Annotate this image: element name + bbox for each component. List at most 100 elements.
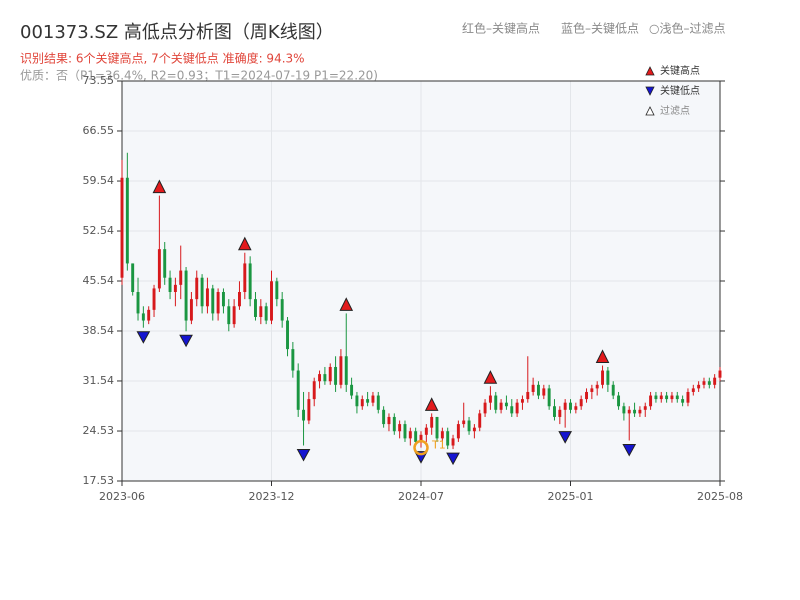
candle-body [451,438,455,446]
candle-body [382,409,386,425]
candle-body [189,299,193,321]
candle-body [334,366,338,385]
candle-body [270,281,273,321]
subtitle: 识别结果: 6个关键高点, 7个关键低点 准确度: 94.3% [20,51,305,66]
y-tick-label: 59.54 [83,174,115,187]
candle-body [675,395,679,400]
annotation-label: T1 [431,439,446,452]
candle-body [275,281,279,300]
candle-body [553,406,556,417]
y-tick-label: 24.53 [83,424,115,437]
candle-body [499,402,503,410]
candle-body [312,381,316,400]
annotation-circle [413,439,429,456]
candle-body [611,384,615,396]
candle-body [403,424,407,439]
x-tick-label: 2023-06 [99,490,145,503]
candle-body [456,424,460,439]
candle-body [168,277,172,292]
candle-body [163,249,167,278]
candle-body [526,391,530,400]
candle-body [707,381,711,385]
quality-note: 优质：否（P1=36.4%, R2=0.93；T1=2024-07-19 P1=… [20,69,378,83]
candle-body [141,313,145,321]
candle-body [318,374,322,382]
candle-body [627,409,631,414]
y-tick-label: 17.53 [83,474,115,487]
candle-body [323,374,327,382]
candle-body [649,395,653,407]
legend-symbol [645,106,655,116]
candle-body [131,263,135,292]
x-tick-label: 2023-12 [249,490,295,503]
candle-body [307,399,311,421]
candle-body [446,431,450,446]
candle-body [542,388,546,396]
candle-body [248,263,252,300]
candle-body [478,413,482,428]
legend-symbol [645,66,655,76]
candle-body [691,388,695,392]
key-point-marker [339,297,354,311]
candle-body [195,277,199,300]
candle-body [440,431,444,439]
candle-body [638,409,642,414]
key-point-marker [179,334,193,348]
candle-body [617,395,621,407]
candle-body [574,406,578,410]
candle-body [339,356,343,385]
legend-note: 蓝色–关键低点 [561,22,639,36]
candle-body [579,399,583,407]
legend-symbol [645,86,655,96]
candle-body [504,402,508,407]
legend-label: 关键高点 [660,64,700,77]
candle-body [467,420,471,432]
candle-body [227,306,231,325]
y-tick-label: 31.54 [83,374,115,387]
candle-body [200,277,204,307]
candle-body [328,366,332,382]
candle-body [179,270,183,285]
candle-body [205,288,209,307]
candle-body [606,370,610,385]
candle-body [398,424,402,432]
key-point-marker [483,370,498,384]
candle-body [184,270,188,321]
candle-body [601,370,605,385]
candle-body [462,420,466,425]
candle-body [408,431,412,439]
candle-body [157,249,161,289]
candle-body [520,399,524,403]
candle-body [125,177,129,264]
candle-body [536,384,540,396]
candle-body [590,388,594,392]
candle-body [435,416,439,439]
key-point-marker [622,444,637,457]
candle-body [430,416,434,428]
candle-body [643,406,647,410]
candle-body [371,395,375,403]
candle-body [622,406,626,414]
candle-body [665,395,669,400]
candle-body [259,306,263,317]
candle-body [681,399,685,403]
x-tick-label: 2025-08 [697,490,743,503]
candle-body [419,434,423,442]
y-tick-label: 45.54 [83,274,115,287]
candle-body [494,395,498,410]
candle-body [686,391,690,403]
candle-body [173,284,177,292]
key-point-marker [237,236,252,251]
candle-body [387,416,391,425]
candle-body [344,356,348,385]
candle-body [414,431,418,442]
candle-body [296,370,300,410]
key-point-marker [424,397,439,411]
candle-body [488,395,492,403]
x-tick-label: 2025-01 [548,490,594,503]
candle-body [286,320,289,350]
legend-label: 过滤点 [660,104,690,117]
candle-body [355,395,359,407]
key-point-marker [446,452,460,466]
